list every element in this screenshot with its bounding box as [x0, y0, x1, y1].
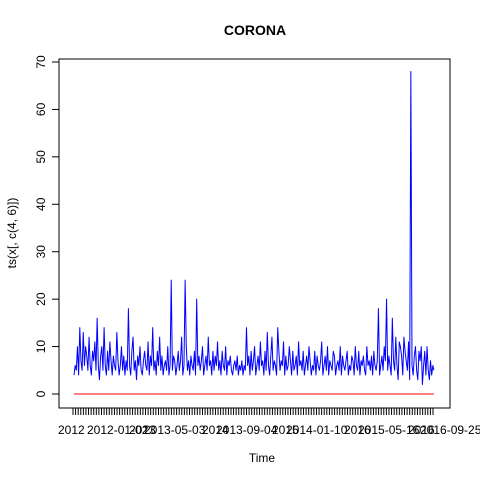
x-tick-label: 2015-05-16	[358, 423, 420, 437]
chart-title: CORONA	[224, 22, 286, 38]
x-tick-label: 2014-01-10	[286, 423, 348, 437]
x-tick-label: 2015	[272, 423, 299, 437]
x-tick-label: 2016	[408, 423, 435, 437]
x-tick-label: 2013-09-04	[216, 423, 278, 437]
y-tick-label: 10	[34, 340, 48, 354]
y-tick-label: 60	[34, 102, 48, 116]
x-axis-label: Time	[249, 451, 276, 465]
x-tick-label: 2013	[129, 423, 156, 437]
x-tick-label: 2016	[344, 423, 371, 437]
y-tick-label: 40	[34, 197, 48, 211]
x-tick-label: 2012-01-02	[87, 423, 149, 437]
x-tick-label: 2016-09-25	[420, 423, 480, 437]
y-tick-label: 50	[34, 150, 48, 164]
series-layer	[73, 70, 435, 395]
x-tick-label: 2012	[58, 423, 85, 437]
y-axis: 0 10 20 30 40 50 60 70	[34, 55, 60, 397]
y-tick-label: 0	[34, 390, 48, 397]
blue-series	[73, 70, 435, 386]
y-tick-label: 20	[34, 292, 48, 306]
x-tick-label: 2013-05-03	[144, 423, 206, 437]
x-tick-label: 2014	[202, 423, 229, 437]
y-axis-label: ts(x[, c(4, 6)])	[5, 198, 19, 269]
y-tick-label: 70	[34, 55, 48, 69]
y-tick-label: 30	[34, 245, 48, 259]
